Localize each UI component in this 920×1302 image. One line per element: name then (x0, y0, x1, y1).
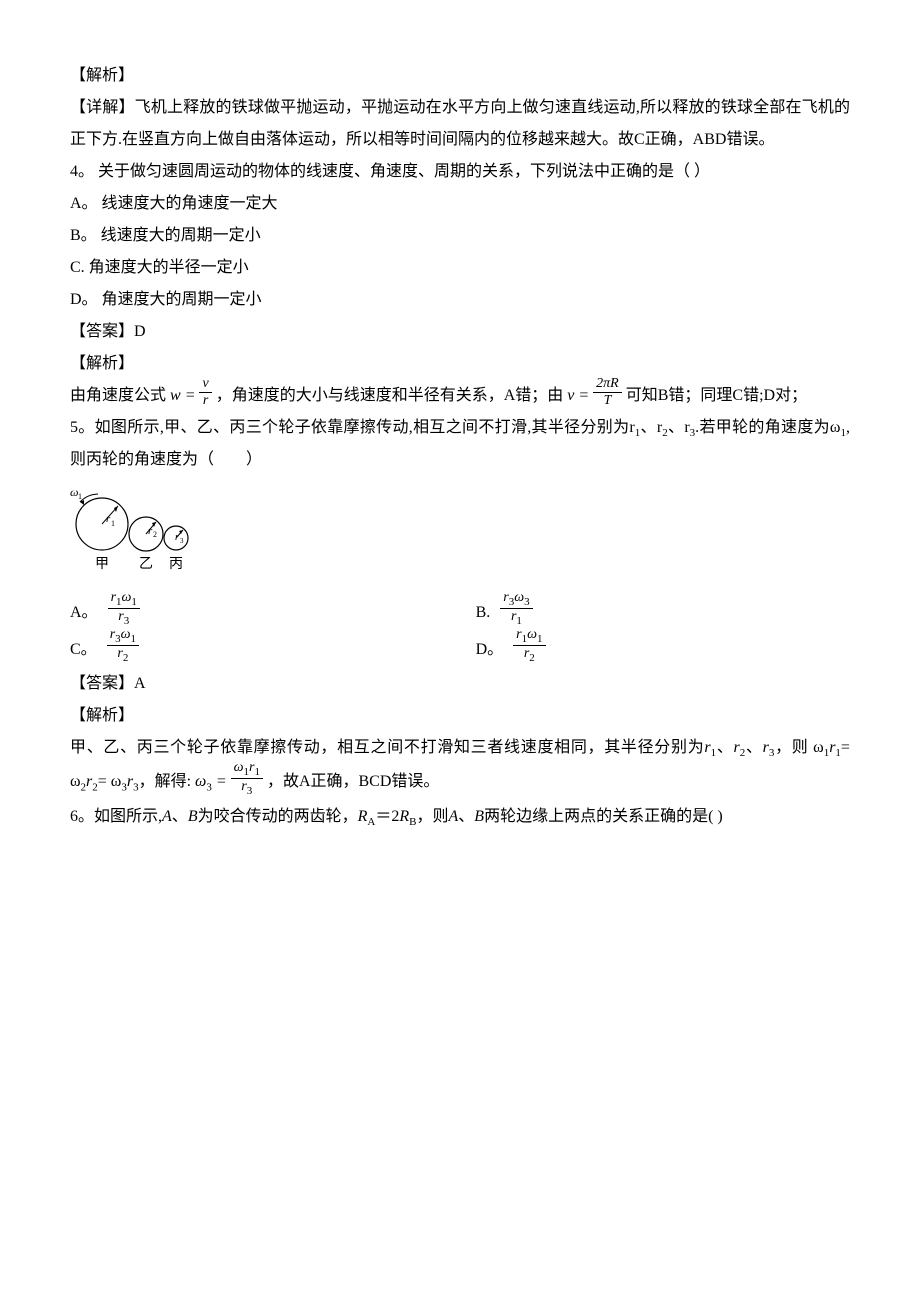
svg-text:3: 3 (180, 537, 184, 545)
q5-option-c: C。 r3ω1 r2 (70, 631, 476, 668)
eq-lhs: w = (170, 387, 195, 404)
option-label: D。 (476, 634, 504, 666)
fraction: r3ω3 r1 (500, 590, 532, 627)
fraction: r3ω1 r2 (107, 627, 139, 664)
svg-text:r: r (175, 532, 179, 543)
text: ，故A正确，BCD错误。 (267, 773, 439, 790)
text: ，解得: (139, 773, 191, 790)
fraction: 2πR T (593, 376, 622, 408)
option-label: C。 (70, 634, 97, 666)
analysis-detail: 【详解】飞机上释放的铁球做平抛运动，平抛运动在水平方向上做匀速直线运动,所以释放… (70, 92, 850, 156)
svg-text:1: 1 (78, 492, 82, 501)
q5-options-row-2: C。 r3ω1 r2 D。 r1ω1 r2 (70, 631, 850, 668)
q4-explanation: 由角速度公式 w = v r ，角速度的大小与线速度和半径有关系，A错；由 v … (70, 380, 850, 412)
q4-analysis-heading: 【解析】 (70, 348, 850, 380)
svg-text:丙: 丙 (169, 557, 183, 572)
numerator: 2πR (593, 376, 622, 392)
denominator: r3 (231, 779, 263, 797)
text: 可知B错；同理C错;D对； (626, 387, 807, 404)
option-label: B. (476, 597, 491, 629)
q5-answer: 【答案】A (70, 668, 850, 700)
numerator: r1ω1 (108, 590, 140, 609)
q5-analysis-heading: 【解析】 (70, 700, 850, 732)
fraction: r1ω1 r3 (108, 590, 140, 627)
q6-stem: 6。如图所示,A、B为咬合传动的两齿轮，RA＝2RB，则A、B两轮边缘上两点的关… (70, 801, 850, 833)
svg-text:乙: 乙 (139, 556, 153, 572)
q4-option-b: B。 线速度大的周期一定小 (70, 220, 850, 252)
fraction: r1ω1 r2 (513, 627, 545, 664)
denominator: r2 (107, 646, 139, 664)
q5-explanation: 甲、乙、丙三个轮子依靠摩擦传动，相互之间不打滑知三者线速度相同，其半径分别为r1… (70, 732, 850, 801)
denominator: r3 (108, 609, 140, 627)
text: 6。如图所示, (70, 808, 162, 825)
text: ，则 ω (774, 739, 823, 756)
q5-options-row-1: A。 r1ω1 r3 B. r3ω3 r1 (70, 594, 850, 631)
fraction: v r (199, 376, 211, 408)
q4-option-a: A。 线速度大的角速度一定大 (70, 188, 850, 220)
numerator: v (199, 376, 211, 392)
q5-stem: 5。如图所示,甲、乙、丙三个轮子依靠摩擦传动,相互之间不打滑,其半径分别为r1、… (70, 412, 850, 476)
text: 、r (668, 419, 690, 436)
option-label: A。 (70, 597, 98, 629)
text: 由角速度公式 (70, 387, 166, 404)
eq-lhs: v = (567, 387, 589, 404)
denominator: r (199, 393, 211, 408)
fraction: ω1r1 r3 (231, 760, 263, 797)
q5-option-a: A。 r1ω1 r3 (70, 594, 476, 631)
q4-option-d: D。 角速度大的周期一定小 (70, 284, 850, 316)
q5-option-d: D。 r1ω1 r2 (476, 631, 850, 668)
q4-stem: 4。 关于做匀速圆周运动的物体的线速度、角速度、周期的关系，下列说法中正确的是（… (70, 156, 850, 188)
text: .若甲轮的角速度为ω (695, 419, 840, 436)
svg-text:1: 1 (111, 519, 115, 528)
text: ，角速度的大小与线速度和半径有关系，A错；由 (216, 387, 564, 404)
q4-answer: 【答案】D (70, 316, 850, 348)
text: ，则 (416, 808, 448, 825)
svg-text:2: 2 (153, 530, 157, 539)
text: 甲、乙、丙三个轮子依靠摩擦传动，相互之间不打滑知三者线速度相同，其半径分别为 (70, 739, 704, 756)
analysis-heading: 【解析】 (70, 60, 850, 92)
text: 、r (640, 419, 662, 436)
q5-diagram: r 1 ω 1 r 2 r 3 甲 乙 丙 (70, 484, 850, 586)
numerator: r3ω3 (500, 590, 532, 609)
numerator: r1ω1 (513, 627, 545, 646)
q5-option-b: B. r3ω3 r1 (476, 594, 850, 631)
text: 为咬合传动的两齿轮， (198, 808, 358, 825)
numerator: r3ω1 (107, 627, 139, 646)
svg-text:甲: 甲 (95, 557, 109, 572)
q4-option-c: C. 角速度大的半径一定小 (70, 252, 850, 284)
denominator: T (593, 393, 622, 408)
text: 5。如图所示,甲、乙、丙三个轮子依靠摩擦传动,相互之间不打滑,其半径分别为r (70, 419, 635, 436)
numerator: ω1r1 (231, 760, 263, 779)
text: 两轮边缘上两点的关系正确的是( ) (484, 808, 723, 825)
denominator: r1 (500, 609, 532, 627)
denominator: r2 (513, 646, 545, 664)
